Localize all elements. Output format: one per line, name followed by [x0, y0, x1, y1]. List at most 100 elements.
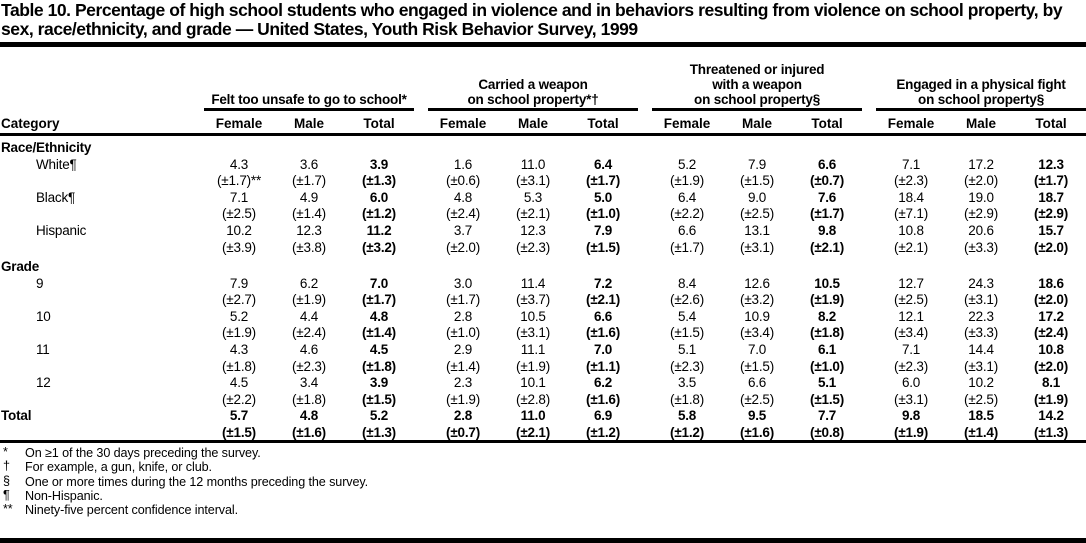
ci-cell: (±2.4) — [292, 325, 326, 341]
ci-cell: (±2.5) — [964, 391, 999, 407]
ci-cell: (±2.0) — [446, 239, 480, 255]
value-cell: 6.2 — [299, 275, 319, 291]
value-cell: 9.5 — [747, 408, 767, 424]
value-cell: 5.1 — [817, 375, 837, 391]
group-gap — [638, 357, 652, 374]
col-header-female: Female — [428, 109, 499, 136]
group-gap — [414, 155, 428, 172]
group-gap — [862, 155, 876, 172]
ci-cell: (±1.3) — [344, 423, 415, 444]
value-cell: 6.6 — [817, 156, 837, 172]
value-cell: 9.8 — [901, 408, 921, 424]
value-cell: 8.2 — [817, 308, 837, 324]
group-gap — [862, 423, 877, 444]
value-cell: 5.8 — [677, 408, 697, 424]
ci-cell: (±1.2) — [652, 423, 723, 444]
value-cell: 12.3 — [520, 222, 546, 238]
value-cell: 10.8 — [898, 222, 924, 238]
value-cell: 3.5 — [677, 375, 697, 391]
ci-cell: (±0.7) — [428, 423, 499, 444]
group-gap — [414, 221, 428, 238]
ci-cell: (±1.6) — [722, 423, 793, 444]
group-gap — [638, 205, 652, 222]
ci-cell: (±1.9) — [222, 325, 256, 341]
group-gap — [190, 274, 204, 291]
group-gap — [414, 172, 428, 189]
group-gap — [190, 47, 204, 109]
value-cell: 2.9 — [453, 342, 473, 358]
value-cell: 11.4 — [520, 275, 546, 291]
ci-cell: (±3.1) — [516, 325, 550, 341]
category-cell — [0, 172, 190, 189]
group-header-fight: Engaged in a physical fight on school pr… — [876, 47, 1086, 111]
ci-cell: (±2.3) — [670, 358, 705, 374]
value-cell: 14.2 — [1038, 408, 1064, 424]
group-gap — [638, 423, 653, 444]
ci-cell: (±1.8) — [362, 358, 396, 374]
ci-row: (±1.7)** (±1.7) (±1.3) (±0.6) (±3.1) (±1.7) (±… — [0, 172, 1086, 189]
group-gap — [414, 357, 428, 374]
ci-cell: (±1.8) — [222, 358, 256, 374]
data-row: 11 4.3 4.6 4.5 2.9 11.1 7.0 5.1 7.0 6.1 7.1 14.4 10.… — [0, 340, 1086, 357]
value-cell: 5.1 — [677, 342, 697, 358]
group-gap — [862, 374, 876, 391]
ci-cell: (±1.4) — [446, 358, 480, 374]
group-gap — [862, 172, 876, 189]
ci-cell: (±1.6) — [586, 391, 620, 407]
ci-cell: (±2.9) — [964, 206, 999, 222]
ci-cell: (±1.9) — [876, 423, 947, 444]
ci-cell: (±1.3) — [362, 173, 396, 189]
ci-cell: (±3.1) — [516, 173, 550, 189]
ci-row: (±1.5) (±1.6) (±1.3) (±0.7) (±2.1) (±1.2) (±1.… — [0, 423, 1086, 444]
value-cell: 7.7 — [817, 408, 837, 424]
ci-cell: (±2.5) — [222, 206, 256, 222]
ci-cell: (±1.9) — [1034, 391, 1069, 407]
ci-cell: (±1.5) — [740, 173, 775, 189]
group-gap — [414, 205, 428, 222]
ci-cell: (±2.4) — [446, 206, 480, 222]
value-cell: 3.7 — [453, 222, 473, 238]
data-row: White¶ 4.3 3.6 3.9 1.6 11.0 6.4 5.2 7.9 6.6 7.1 17.… — [0, 155, 1086, 172]
value-cell: 12.6 — [744, 275, 770, 291]
value-cell: 3.9 — [369, 156, 389, 172]
group-gap — [862, 221, 876, 238]
value-cell: 4.5 — [229, 375, 249, 391]
value-cell: 5.4 — [677, 308, 697, 324]
ci-cell: (±2.4) — [1034, 325, 1069, 341]
ci-row: (±2.7) (±1.9) (±1.7) (±1.7) (±3.7) (±2.1) (±2.… — [0, 291, 1086, 308]
section-filler — [190, 255, 1086, 275]
footnote: § One or more times during the 12 months … — [1, 474, 1086, 489]
category-cell — [0, 324, 190, 341]
value-cell: 15.7 — [1038, 222, 1064, 238]
ci-cell: (±1.4) — [292, 206, 326, 222]
group-gap — [638, 238, 652, 255]
group-gap — [414, 291, 428, 308]
footnote-symbol: ¶ — [3, 487, 10, 502]
value-cell: 6.2 — [593, 375, 613, 391]
section-filler — [190, 134, 1086, 155]
section-row: Race/Ethnicity — [0, 134, 1086, 155]
ci-cell: (±0.6) — [446, 173, 480, 189]
ci-cell: (±1.7) — [810, 206, 845, 222]
value-cell: 8.1 — [1041, 375, 1061, 391]
group-header-line: on school property§ — [694, 91, 821, 107]
value-cell: 4.5 — [369, 342, 389, 358]
footnote: ¶ Non-Hispanic. — [1, 487, 1086, 503]
ci-cell: (±1.1) — [586, 358, 620, 374]
group-gap — [414, 307, 428, 324]
group-gap — [862, 109, 877, 136]
footnote-text: Ninety-five percent confidence interval. — [25, 503, 239, 518]
ci-cell: (±3.9) — [222, 239, 256, 255]
ci-cell: (±3.1) — [894, 391, 929, 407]
value-cell: 10.2 — [226, 222, 252, 238]
group-gap — [638, 274, 652, 291]
ci-cell: (±1.3) — [1016, 423, 1086, 444]
ci-cell: (±2.5) — [740, 206, 775, 222]
value-cell: 11.0 — [520, 156, 546, 172]
group-gap — [862, 47, 876, 109]
group-gap — [190, 188, 204, 205]
value-cell: 2.8 — [453, 308, 473, 324]
group-gap — [638, 47, 652, 109]
section-label: Race/Ethnicity — [1, 140, 92, 155]
group-header-line: Felt too unsafe to go to school* — [211, 91, 407, 107]
